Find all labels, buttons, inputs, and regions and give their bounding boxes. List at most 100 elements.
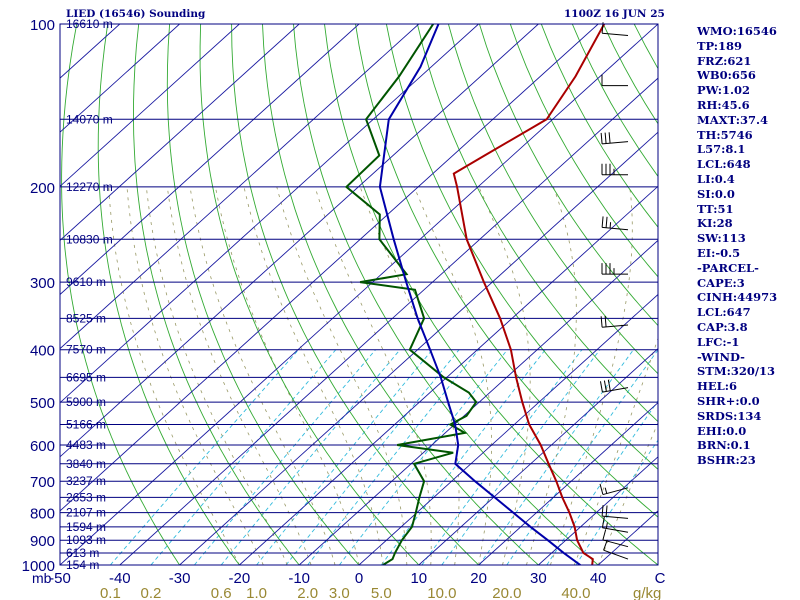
moist-adiabat <box>166 186 312 565</box>
isotherm <box>60 24 479 404</box>
mixing-ratio-line <box>506 349 658 565</box>
temp-tick-label: -30 <box>169 570 191 587</box>
isotherm <box>60 24 539 458</box>
wind-barb-staff <box>602 527 629 533</box>
isotherm <box>418 347 658 565</box>
index-row: BRN:0.1 <box>697 438 751 453</box>
wind-barb <box>603 539 629 560</box>
index-row: WB0:656 <box>697 68 756 83</box>
pressure-label: 700 <box>30 474 55 491</box>
isotherm <box>358 293 658 565</box>
index-row: SW:113 <box>697 231 746 246</box>
wind-barb-flag <box>605 505 608 517</box>
wind-barb-staff <box>602 515 629 519</box>
wind-barb <box>599 483 629 496</box>
wind-barb <box>600 315 629 328</box>
wind-barb-staff <box>602 141 629 145</box>
index-row: EI:-0.5 <box>697 245 741 260</box>
dry-adiabats <box>61 24 658 565</box>
temp-unit-label: C <box>655 570 666 587</box>
pressure-label: 200 <box>30 180 55 197</box>
index-row: LI:0.4 <box>697 171 735 186</box>
wind-barbs <box>599 22 629 560</box>
index-row: SHR+:0.0 <box>697 393 760 408</box>
pressure-label: 600 <box>30 438 55 455</box>
height-label: 10830 m <box>66 232 113 246</box>
mixing-ratio-label: 0.1 <box>100 585 121 600</box>
wind-barb <box>600 132 629 145</box>
height-label: 14070 m <box>66 112 113 126</box>
height-label: 2107 m <box>66 506 106 520</box>
station-title: LIED (16546) Sounding <box>66 8 206 20</box>
index-row: MAXT:37.4 <box>697 112 768 127</box>
isotherm <box>60 24 658 565</box>
wind-barb-flag <box>604 132 607 144</box>
height-label: 2653 m <box>66 490 106 504</box>
dry-adiabat <box>199 24 420 565</box>
wind-barb-flag <box>607 379 611 391</box>
profile-series <box>344 24 606 565</box>
mixing-ratio-line <box>478 349 634 565</box>
height-label: 3237 m <box>66 474 106 488</box>
index-row: RH:45.6 <box>697 97 750 112</box>
wind-barb-flag <box>600 316 603 328</box>
height-label: 5900 m <box>66 395 106 409</box>
pressure-label: 500 <box>30 395 55 412</box>
pressure-label: 900 <box>30 533 55 550</box>
plot-frame <box>59 23 659 566</box>
temp-tick-label: -10 <box>288 570 310 587</box>
index-row: LCL:647 <box>697 305 751 320</box>
wind-barb-flag <box>603 539 608 551</box>
wind-barb <box>602 529 629 548</box>
dewpoint-line <box>344 24 478 565</box>
index-row: HEL:6 <box>697 379 737 394</box>
index-row: TH:5746 <box>697 127 753 142</box>
wind-barb <box>601 263 628 275</box>
wind-barb-flag <box>601 505 604 517</box>
mixing-ratio-label: 5.0 <box>371 585 392 600</box>
isotherm <box>119 77 658 565</box>
sounding-time: 1100Z 16 JUN 25 <box>564 8 665 20</box>
mixing-ratio-lines <box>110 349 658 565</box>
mixing-ratio-label: 1.0 <box>246 585 267 600</box>
wind-barb-staff <box>602 32 629 36</box>
wind-barb-flag <box>603 380 607 392</box>
isotherm <box>298 239 658 565</box>
height-label: 3840 m <box>66 457 106 471</box>
height-label: 7570 m <box>66 343 106 357</box>
wind-barb-staff <box>602 539 629 548</box>
index-row: SRDS:134 <box>697 408 762 423</box>
parcel-line <box>378 24 581 565</box>
index-row: KI:28 <box>697 216 733 231</box>
wind-barb-half-flag <box>609 222 612 229</box>
mixing-ratio-label: 10.0 <box>427 585 456 600</box>
wind-barb <box>601 516 629 533</box>
index-row: -PARCEL- <box>697 260 759 275</box>
index-row: LFC:-1 <box>697 334 740 349</box>
height-label: 4483 m <box>66 438 106 452</box>
wind-barb-flag <box>608 132 611 144</box>
index-row: CAPE:3 <box>697 275 745 290</box>
wind-barb-staff <box>602 226 629 231</box>
wind-barb-flag <box>601 516 605 528</box>
index-row: SI:0.0 <box>697 186 735 201</box>
isotherm <box>179 131 658 565</box>
index-row: TT:51 <box>697 201 734 216</box>
pressure-unit-label: mb <box>32 570 52 586</box>
dry-adiabat <box>324 24 658 565</box>
index-row: TP:189 <box>697 38 743 53</box>
index-row: PW:1.02 <box>697 83 751 98</box>
isotherm <box>60 24 420 350</box>
wind-barb <box>601 163 628 176</box>
height-label: 6695 m <box>66 370 106 384</box>
wind-barb-flag <box>604 315 607 327</box>
index-row: BSHR:23 <box>697 453 756 468</box>
dry-adiabat <box>293 24 599 565</box>
mixing-ratio-line <box>220 349 401 565</box>
mixing-ratio-line <box>110 349 299 565</box>
height-label: 5166 m <box>66 418 106 432</box>
wind-barb-flag <box>600 132 603 144</box>
temp-tick-label: -50 <box>49 570 71 587</box>
wind-barb-flag <box>602 529 607 541</box>
mixing-ratio-line <box>285 349 460 565</box>
